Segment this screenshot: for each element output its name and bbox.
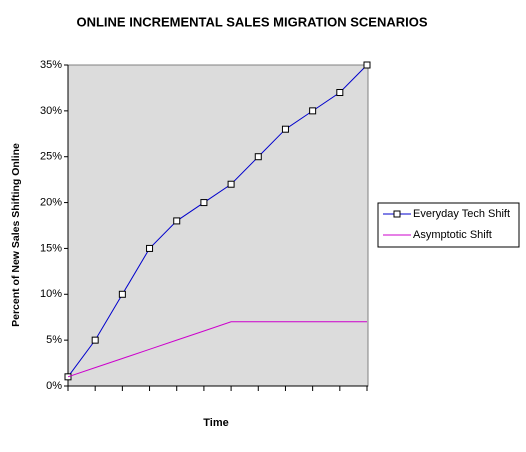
- y-tick-label: 10%: [40, 288, 62, 300]
- point-marker: [281, 125, 289, 133]
- y-tick-label: 25%: [40, 151, 62, 163]
- point-marker: [200, 199, 208, 207]
- point-marker: [363, 61, 371, 69]
- y-tick-label: 35%: [40, 59, 62, 71]
- series-line: [67, 321, 367, 378]
- legend-marker: [393, 210, 401, 218]
- point-marker: [309, 107, 317, 115]
- y-tick-label: 5%: [46, 334, 62, 346]
- point-marker: [254, 153, 262, 161]
- y-tick-label: 30%: [40, 105, 62, 117]
- legend-label: Asymptotic Shift: [413, 229, 492, 241]
- point-marker: [227, 180, 235, 188]
- x-axis-label: Time: [203, 417, 228, 429]
- point-marker: [91, 336, 99, 344]
- legend-box: [377, 202, 520, 248]
- plot-area: [67, 64, 369, 387]
- point-marker: [146, 244, 154, 252]
- point-marker: [118, 290, 126, 298]
- y-tick-label: 15%: [40, 242, 62, 254]
- legend-label: Everyday Tech Shift: [413, 208, 510, 220]
- chart-title: ONLINE INCREMENTAL SALES MIGRATION SCENA…: [76, 14, 427, 29]
- y-tick-label: 0%: [46, 380, 62, 392]
- point-marker: [173, 217, 181, 225]
- point-marker: [336, 89, 344, 97]
- y-axis-label: Percent of New Sales Shifting Online: [10, 143, 22, 327]
- y-tick-label: 20%: [40, 196, 62, 208]
- series-line: [67, 64, 368, 378]
